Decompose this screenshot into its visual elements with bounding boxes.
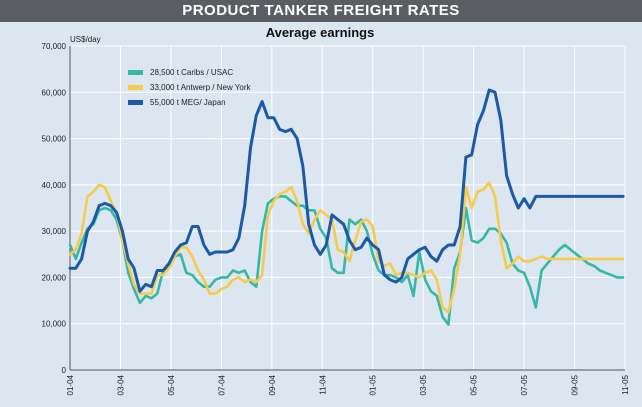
y-tick-label: 50,000 — [42, 135, 67, 144]
axes — [69, 46, 625, 371]
legend-swatch-2 — [128, 85, 143, 90]
y-tick-labels: 0 10,000 20,000 30,000 40,000 50,000 60,000 70,… — [42, 42, 67, 375]
line-chart: 0 10,000 20,000 30,000 40,000 50,000 60,000 70,… — [42, 25, 630, 395]
y-tick-label: 70,000 — [42, 42, 67, 51]
series-line-1 — [68, 195, 625, 326]
grid-lines — [69, 45, 626, 370]
legend-swatch-1 — [128, 70, 143, 75]
x-tick-label: 01-04 — [66, 374, 75, 395]
x-tick-label: 05-05 — [470, 374, 479, 395]
x-tick-label: 07-05 — [520, 374, 529, 395]
y-tick-label: 10,000 — [42, 320, 67, 329]
x-tick-label: 03-05 — [419, 374, 428, 395]
series-line-3 — [68, 88, 625, 293]
legend: 28,500 t Caribs / USAC 33,000 t Antwerp /… — [128, 68, 252, 107]
x-tick-label: 11-04 — [318, 374, 327, 394]
x-tick-label: 07-04 — [217, 374, 226, 395]
legend-label-1: 28,500 t Caribs / USAC — [150, 68, 233, 77]
x-tick-label: 05-04 — [167, 374, 176, 395]
banner-title: PRODUCT TANKER FREIGHT RATES — [0, 0, 642, 22]
chart-title: Average earnings — [266, 25, 375, 40]
legend-swatch-3 — [128, 100, 143, 105]
y-tick-label: 20,000 — [42, 273, 67, 282]
legend-label-3: 55,000 t MEG/ Japan — [150, 98, 226, 107]
series-lines — [68, 88, 625, 326]
x-tick-label: 11-05 — [621, 374, 630, 394]
x-tick-labels: 01-04 03-04 05-04 07-04 09-04 11-04 01-05 03-05… — [66, 374, 630, 395]
legend-label-2: 33,000 t Antwerp / New York — [150, 83, 252, 92]
series-line-2 — [68, 181, 625, 314]
x-tick-label: 03-04 — [116, 374, 125, 395]
x-tick-label: 01-05 — [369, 374, 378, 395]
y-tick-label: 30,000 — [42, 227, 67, 236]
x-tick-label: 09-04 — [268, 374, 277, 395]
x-tick-label: 09-05 — [571, 374, 580, 395]
y-axis-label: US$/day — [70, 35, 101, 44]
y-tick-label: 60,000 — [42, 88, 67, 97]
y-tick-label: 0 — [62, 366, 67, 375]
y-tick-label: 40,000 — [42, 181, 67, 190]
